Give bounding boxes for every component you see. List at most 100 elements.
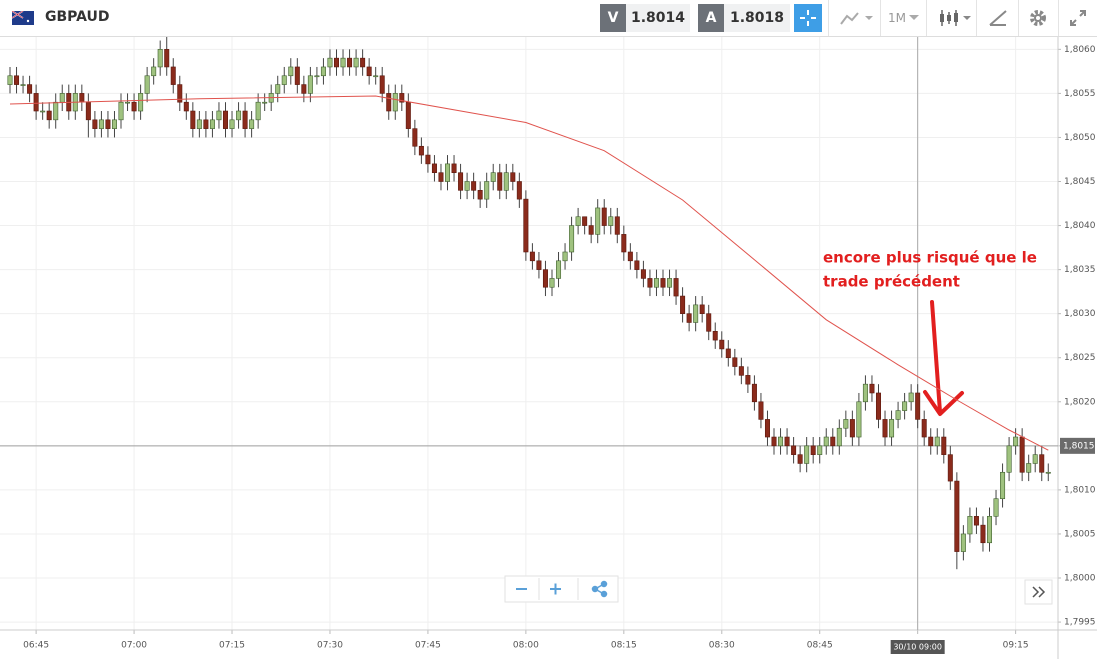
- y-tick-label: 1,7995: [1064, 618, 1096, 628]
- candle-body: [405, 101, 411, 129]
- buy-label[interactable]: A: [698, 4, 724, 32]
- candle-body: [680, 295, 686, 314]
- y-tick-label: 1,8020: [1064, 397, 1096, 407]
- candle-body: [960, 533, 966, 552]
- candle-body: [360, 57, 366, 68]
- candle-body: [862, 383, 868, 403]
- candle-body: [431, 163, 437, 173]
- candle-body: [738, 366, 744, 376]
- crosshair-button[interactable]: [794, 4, 822, 32]
- candle-body: [993, 498, 999, 517]
- candle-body: [673, 278, 679, 297]
- candle-body: [1000, 471, 1006, 500]
- candle-body: [236, 110, 242, 121]
- draw-button[interactable]: [988, 9, 1008, 27]
- indicators-button[interactable]: [938, 8, 972, 28]
- toolbar: GBPAUD V 1.8014 A 1.8018 1M: [0, 0, 1097, 37]
- candle-body: [118, 101, 124, 121]
- candle-body: [320, 66, 326, 77]
- separator: [976, 0, 977, 36]
- candle-body: [856, 401, 862, 438]
- x-tick-label: 08:15: [611, 641, 637, 651]
- candle-body: [196, 119, 202, 129]
- annotation: trade précédent: [823, 273, 960, 291]
- flag-icon: [12, 11, 34, 25]
- candle-body: [203, 119, 209, 129]
- settings-button[interactable]: [1028, 8, 1048, 28]
- dropdown-icon: [909, 15, 919, 20]
- zoom-in-button[interactable]: [550, 583, 561, 595]
- candle-body: [497, 172, 503, 191]
- separator: [1058, 0, 1059, 36]
- candle-body: [529, 251, 535, 262]
- candle-body: [928, 436, 934, 447]
- buy-price[interactable]: 1.8018: [724, 4, 790, 32]
- candle-body: [151, 66, 157, 77]
- candle-body: [921, 419, 927, 438]
- candle-body: [542, 269, 548, 288]
- y-tick-label: 1,8000: [1064, 574, 1096, 584]
- scroll-end-button[interactable]: [1024, 579, 1053, 605]
- candle-body: [242, 110, 248, 129]
- candle-body: [216, 110, 222, 121]
- separator: [828, 0, 829, 36]
- y-tick-label: 1,8010: [1064, 485, 1096, 495]
- candle-body: [503, 172, 509, 191]
- candle-body: [327, 57, 333, 68]
- candle-body: [941, 436, 947, 455]
- sell-label[interactable]: V: [600, 4, 626, 32]
- candle-body: [477, 190, 483, 200]
- candle-body: [98, 119, 104, 129]
- candle-body: [399, 93, 405, 103]
- candle-body: [556, 260, 562, 279]
- chart-type-button[interactable]: [840, 10, 874, 26]
- candle-body: [889, 419, 895, 438]
- candle-body: [719, 339, 725, 350]
- candle-body: [758, 401, 764, 420]
- candle-body: [379, 75, 385, 94]
- candle-body: [33, 93, 39, 112]
- candle-body: [614, 216, 620, 235]
- candle-body: [1045, 471, 1051, 474]
- candle-body: [536, 260, 542, 270]
- candle-body: [647, 278, 653, 288]
- separator: [880, 0, 881, 36]
- candle-body: [294, 66, 300, 85]
- candle-body: [627, 251, 633, 262]
- x-tick-label: 07:15: [219, 641, 245, 651]
- candle-body: [895, 410, 901, 420]
- candle-body: [797, 454, 803, 464]
- y-tick-label: 1,8035: [1064, 265, 1096, 275]
- candle-body: [1006, 445, 1012, 473]
- candle-body: [908, 392, 914, 403]
- expand-button[interactable]: [1069, 9, 1087, 27]
- candle-body: [778, 436, 784, 447]
- candle-body: [262, 101, 268, 104]
- candle-body: [934, 436, 940, 447]
- candle-body: [830, 436, 836, 447]
- candle-body: [458, 172, 464, 191]
- y-tick-label: 1,8045: [1064, 177, 1096, 187]
- candle-body: [882, 419, 888, 438]
- candle-body: [20, 84, 26, 86]
- share-button[interactable]: [591, 580, 608, 598]
- x-tick-label: 08:00: [513, 641, 539, 651]
- candle-body: [849, 419, 855, 438]
- candle-body: [915, 392, 921, 420]
- candle-body: [667, 278, 673, 288]
- candle-body: [222, 110, 228, 129]
- candle-body: [745, 375, 751, 385]
- sell-price[interactable]: 1.8014: [626, 4, 690, 32]
- candle-body: [144, 75, 150, 94]
- crosshair-box: [890, 640, 945, 654]
- candle-body: [510, 172, 516, 182]
- candle-body: [490, 172, 496, 182]
- candle-body: [973, 516, 979, 526]
- candle-body: [967, 516, 973, 535]
- candle-body: [249, 119, 255, 129]
- candle-body: [373, 75, 379, 78]
- timeframe-button[interactable]: 1M: [888, 11, 906, 25]
- x-tick-label: 07:45: [415, 641, 441, 651]
- candle-body: [771, 436, 777, 447]
